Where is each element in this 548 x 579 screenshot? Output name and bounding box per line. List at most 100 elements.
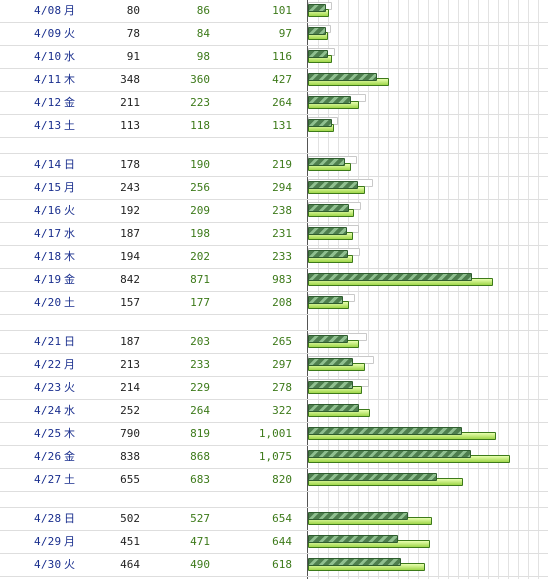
table-row: 4/27 土 655 683 820 [0,469,548,492]
bar-value1 [308,4,326,12]
bar-chart-cell [307,269,548,291]
bar-chart-cell [307,92,548,114]
bar-chart-cell [307,469,548,491]
table-row: 4/29 月 451 471 644 [0,531,548,554]
value2-cell: 84 [196,27,210,40]
date-cell: 4/28 [34,512,62,525]
value2-cell: 683 [190,473,210,486]
value1-cell: 194 [120,250,140,263]
bar-chart-cell [307,223,548,245]
table-row: 4/12 金 211 223 264 [0,92,548,115]
date-cell: 4/13 [34,119,62,132]
value2-cell: 118 [190,119,210,132]
weekday-cell: 火 [64,204,75,217]
bar-chart-cell [307,200,548,222]
date-cell: 4/14 [34,158,62,171]
value3-cell: 97 [278,27,292,40]
value3-cell: 231 [272,227,292,240]
value1-cell: 113 [120,119,140,132]
date-cell: 4/23 [34,381,62,394]
value2-cell: 203 [190,335,210,348]
bar-chart-cell [307,69,548,91]
date-cell: 4/20 [34,296,62,309]
value3-cell: 322 [272,404,292,417]
value3-cell: 219 [272,158,292,171]
value3-cell: 233 [272,250,292,263]
weekday-cell: 日 [64,512,75,525]
bar-value1 [308,358,353,366]
date-cell: 4/18 [34,250,62,263]
bar-value1 [308,119,332,127]
value3-cell: 644 [272,535,292,548]
bar-value1 [308,512,408,520]
value1-cell: 655 [120,473,140,486]
bar-chart-cell [307,331,548,353]
table-row: 4/28 日 502 527 654 [0,508,548,531]
value2-cell: 264 [190,404,210,417]
value3-cell: 101 [272,4,292,17]
chart-axis [307,0,308,579]
group-separator [0,315,548,331]
value3-cell: 297 [272,358,292,371]
date-cell: 4/19 [34,273,62,286]
bar-chart-cell [307,0,548,22]
value3-cell: 116 [272,50,292,63]
weekday-cell: 木 [64,427,75,440]
value1-cell: 211 [120,96,140,109]
bar-value1 [308,27,326,35]
table-row: 4/25 木 790 819 1,001 [0,423,548,446]
table-row: 4/09 火 78 84 97 [0,23,548,46]
value2-cell: 233 [190,358,210,371]
value2-cell: 86 [196,4,210,17]
value1-cell: 214 [120,381,140,394]
value1-cell: 348 [120,73,140,86]
table-row: 4/26 金 838 868 1,075 [0,446,548,469]
bar-chart-cell [307,423,548,445]
value2-cell: 209 [190,204,210,217]
value3-cell: 427 [272,73,292,86]
value2-cell: 527 [190,512,210,525]
table-row: 4/18 木 194 202 233 [0,246,548,269]
bar-chart-cell [307,508,548,530]
bar-chart-cell [307,400,548,422]
bar-value1 [308,250,348,258]
value3-cell: 654 [272,512,292,525]
weekday-cell: 土 [64,119,75,132]
value1-cell: 187 [120,335,140,348]
date-cell: 4/09 [34,27,62,40]
table-row: 4/23 火 214 229 278 [0,377,548,400]
value2-cell: 256 [190,181,210,194]
weekday-cell: 日 [64,158,75,171]
table-row: 4/30 火 464 490 618 [0,554,548,577]
bar-value1 [308,158,345,166]
date-cell: 4/30 [34,558,62,571]
value1-cell: 91 [126,50,140,63]
value3-cell: 264 [272,96,292,109]
value3-cell: 278 [272,381,292,394]
date-cell: 4/26 [34,450,62,463]
date-cell: 4/15 [34,181,62,194]
bar-value1 [308,227,347,235]
value1-cell: 838 [120,450,140,463]
value3-cell: 820 [272,473,292,486]
bar-chart-cell [307,554,548,576]
value1-cell: 192 [120,204,140,217]
weekday-cell: 土 [64,473,75,486]
weekday-cell: 金 [64,450,75,463]
value1-cell: 243 [120,181,140,194]
bar-value1 [308,181,358,189]
value2-cell: 198 [190,227,210,240]
bar-value1 [308,473,437,481]
value3-cell: 238 [272,204,292,217]
bar-chart-cell [307,377,548,399]
value2-cell: 819 [190,427,210,440]
bar-chart-cell [307,154,548,176]
weekday-cell: 火 [64,381,75,394]
value2-cell: 202 [190,250,210,263]
table-row: 4/22 月 213 233 297 [0,354,548,377]
table-row: 4/24 水 252 264 322 [0,400,548,423]
bar-value1 [308,558,401,566]
value1-cell: 464 [120,558,140,571]
value2-cell: 223 [190,96,210,109]
bar-chart-cell [307,115,548,137]
